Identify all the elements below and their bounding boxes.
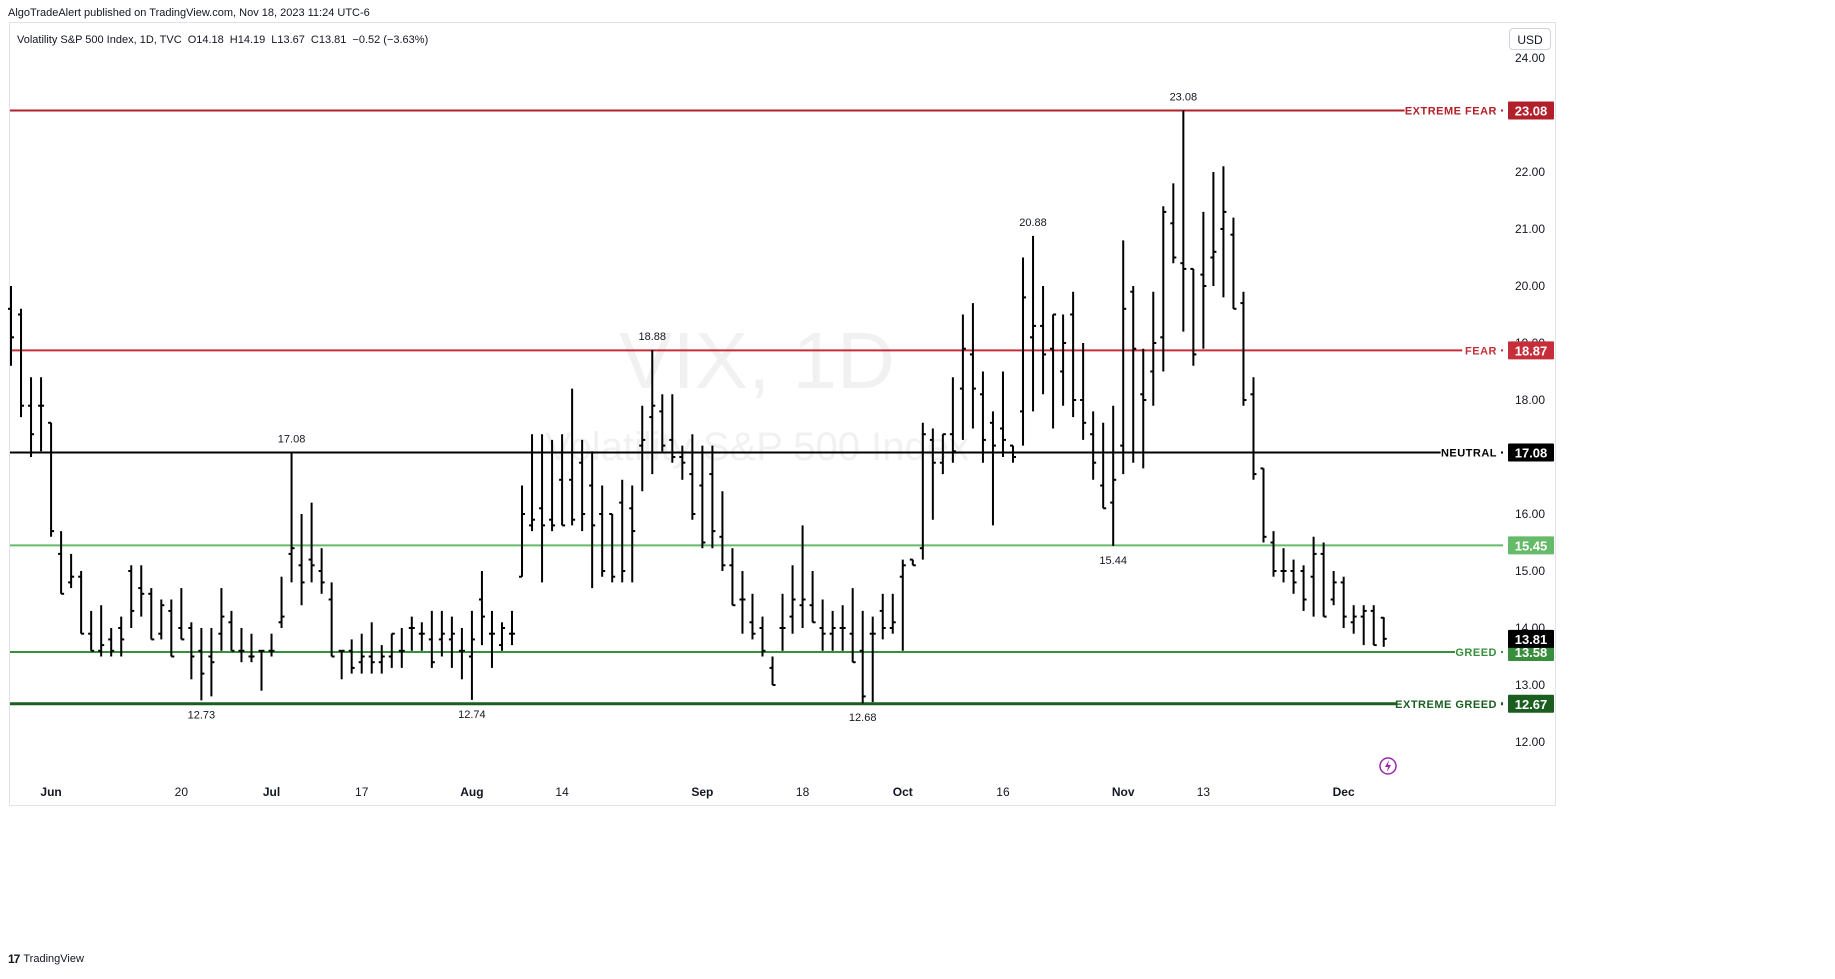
price-annotation: 23.08 xyxy=(1170,91,1198,103)
lightning-icon xyxy=(1379,757,1397,775)
last-price-label: 13.81 xyxy=(1515,632,1548,647)
level-label-bg xyxy=(1462,342,1501,359)
ohlc-change: −0.52 (−3.63%) xyxy=(352,34,429,46)
x-tick-label: 14 xyxy=(555,785,569,799)
price-annotation: 12.73 xyxy=(188,709,216,721)
x-tick-label: Aug xyxy=(460,785,483,799)
price-annotation: 15.44 xyxy=(1099,555,1127,567)
x-tick-label: Nov xyxy=(1112,785,1135,799)
level-label: GREED xyxy=(1455,647,1497,659)
level-price-tag xyxy=(1508,536,1554,555)
y-tick-label: 21.00 xyxy=(1515,222,1545,236)
price-annotation: 17.08 xyxy=(278,433,306,445)
y-tick-label: 13.00 xyxy=(1515,678,1545,692)
x-tick-label: Sep xyxy=(691,785,713,799)
level-label: EXTREME FEAR xyxy=(1405,105,1497,117)
level-label-bg xyxy=(1397,695,1501,712)
price-annotation: 12.74 xyxy=(458,709,486,721)
ohlc-low: L13.67 xyxy=(271,34,305,46)
level-price-label: 15.45 xyxy=(1515,538,1548,553)
price-annotation: 12.68 xyxy=(849,712,877,724)
y-tick-label: 12.00 xyxy=(1515,735,1545,749)
lightning-bolt-icon xyxy=(1385,760,1391,772)
publisher-line: AlgoTradeAlert published on TradingView.… xyxy=(8,7,370,19)
x-tick-label: 13 xyxy=(1197,785,1211,799)
level-price-tag xyxy=(1508,341,1554,360)
symbol-name[interactable]: Volatility S&P 500 Index, 1D, TVC xyxy=(17,34,182,46)
last-price-tag xyxy=(1508,629,1554,648)
y-tick-label: 22.00 xyxy=(1515,165,1545,179)
x-tick-label: Jun xyxy=(40,785,61,799)
x-tick-label: Jul xyxy=(263,785,280,799)
price-annotation: 18.88 xyxy=(639,331,667,343)
y-tick-label: 16.00 xyxy=(1515,507,1545,521)
currency-button[interactable]: USD xyxy=(1509,28,1551,50)
level-price-label: 23.08 xyxy=(1515,103,1548,118)
level-price-tag xyxy=(1508,101,1554,120)
chart-frame xyxy=(9,22,1556,806)
brand-text: TradingView xyxy=(23,953,84,965)
x-tick-label: 20 xyxy=(175,785,189,799)
level-label-bg xyxy=(1440,444,1501,461)
x-tick-label: 17 xyxy=(355,785,369,799)
level-price-label: 17.08 xyxy=(1515,445,1548,460)
level-label-bg xyxy=(1404,102,1501,119)
price-annotation: 20.88 xyxy=(1019,217,1047,229)
x-tick-label: 16 xyxy=(996,785,1010,799)
x-tick-label: 18 xyxy=(796,785,810,799)
y-tick-label: 24.00 xyxy=(1515,51,1545,65)
ohlc-high: H14.19 xyxy=(229,34,266,46)
tradingview-logo-icon: 17 xyxy=(8,952,20,966)
watermark-ticker: VIX, 1D xyxy=(619,316,895,405)
level-price-label: 13.58 xyxy=(1515,645,1548,660)
level-label-bg xyxy=(1455,643,1501,660)
footer-brand[interactable]: 17 TradingView xyxy=(8,952,84,966)
level-price-label: 12.67 xyxy=(1515,697,1548,712)
x-tick-label: Oct xyxy=(893,785,913,799)
level-label: EXTREME GREED xyxy=(1395,699,1497,711)
y-tick-label: 15.00 xyxy=(1515,564,1545,578)
level-label: NEUTRAL xyxy=(1441,447,1497,459)
symbol-legend[interactable]: Volatility S&P 500 Index, 1D, TVC O14.18 H… xyxy=(17,34,434,46)
level-price-label: 18.87 xyxy=(1515,343,1548,358)
x-tick-label: Dec xyxy=(1333,785,1355,799)
level-price-tag xyxy=(1508,694,1554,713)
level-price-tag xyxy=(1508,443,1554,462)
ohlc-close: C13.81 xyxy=(310,34,347,46)
y-tick-label: 18.00 xyxy=(1515,393,1545,407)
level-label: FEAR xyxy=(1465,345,1497,357)
y-tick-label: 20.00 xyxy=(1515,279,1545,293)
ohlc-open: O14.18 xyxy=(187,34,224,46)
watermark-name: Volatility S&P 500 Index xyxy=(545,425,969,469)
